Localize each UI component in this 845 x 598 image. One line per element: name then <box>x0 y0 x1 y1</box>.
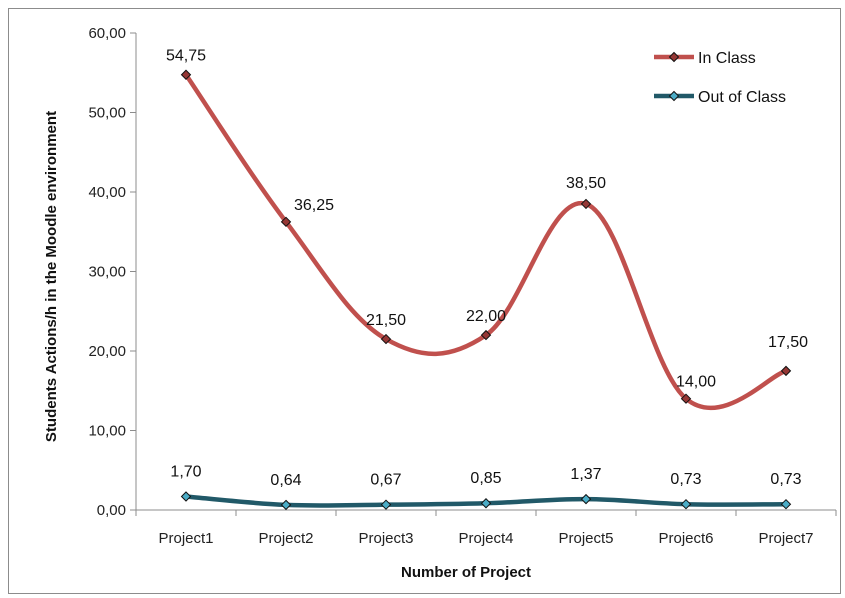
x-axis: Project1 Project2 Project3 Project4 Project5… <box>135 509 837 547</box>
x-tick-label: Project5 <box>558 530 613 547</box>
y-tick-label: 0,00 <box>97 502 126 519</box>
y-tick-label: 10,00 <box>88 423 126 440</box>
y-axis: 0,00 10,00 20,00 30,00 40,00 50,00 60,00 <box>88 25 137 519</box>
data-point-marker <box>180 491 192 502</box>
data-label: 0,67 <box>370 472 401 489</box>
data-point-marker <box>580 198 592 210</box>
data-label: 38,50 <box>566 175 606 192</box>
data-point-marker <box>380 333 392 345</box>
data-label: 22,00 <box>466 308 506 325</box>
data-point-marker <box>580 493 592 505</box>
data-label: 1,70 <box>170 463 201 480</box>
x-tick-label: Project2 <box>258 530 313 547</box>
legend: In Class Out of Class <box>654 50 786 106</box>
y-axis-title: Students Actions/h in the Moodle environ… <box>43 111 60 442</box>
legend-swatch-marker <box>668 51 680 63</box>
data-point-marker <box>280 216 292 228</box>
data-label: 36,25 <box>294 197 334 214</box>
data-point-marker <box>280 499 292 511</box>
data-point-marker <box>380 499 392 510</box>
data-point-marker <box>680 393 692 404</box>
data-label: 14,00 <box>676 374 716 391</box>
x-tick-label: Project1 <box>158 530 213 547</box>
data-point-marker <box>480 498 492 509</box>
series-line-in-class <box>183 72 789 410</box>
data-labels: 54,75 36,25 21,50 22,00 38,50 14,00 17,50 1,70 0… <box>166 48 808 489</box>
legend-swatch-marker <box>668 90 680 102</box>
x-tick-label: Project7 <box>758 530 813 547</box>
data-label: 0,73 <box>770 471 801 488</box>
x-tick-label: Project6 <box>658 530 713 547</box>
y-tick-label: 60,00 <box>88 25 126 42</box>
x-tick-label: Project4 <box>458 530 513 547</box>
x-tick-label: Project3 <box>358 530 413 547</box>
y-tick-label: 20,00 <box>88 343 126 360</box>
chart-frame <box>8 8 841 594</box>
data-label: 17,50 <box>768 334 808 351</box>
y-tick-label: 50,00 <box>88 105 126 122</box>
legend-entry-label: In Class <box>698 50 756 67</box>
y-tick-label: 40,00 <box>88 184 126 201</box>
data-label: 1,37 <box>570 466 601 483</box>
data-point-marker <box>680 498 692 510</box>
data-label: 21,50 <box>366 312 406 329</box>
data-label: 0,73 <box>670 471 701 488</box>
legend-entry-label: Out of Class <box>698 89 786 106</box>
y-tick-label: 30,00 <box>88 264 126 281</box>
series-layer <box>180 69 792 511</box>
data-label: 0,85 <box>470 470 501 487</box>
data-point-marker <box>780 365 792 377</box>
data-point-marker <box>180 69 192 80</box>
data-label: 54,75 <box>166 48 206 65</box>
data-point-marker <box>780 498 792 510</box>
data-label: 0,64 <box>270 472 301 489</box>
x-axis-title: Number of Project <box>401 564 531 581</box>
data-point-marker <box>480 329 492 341</box>
